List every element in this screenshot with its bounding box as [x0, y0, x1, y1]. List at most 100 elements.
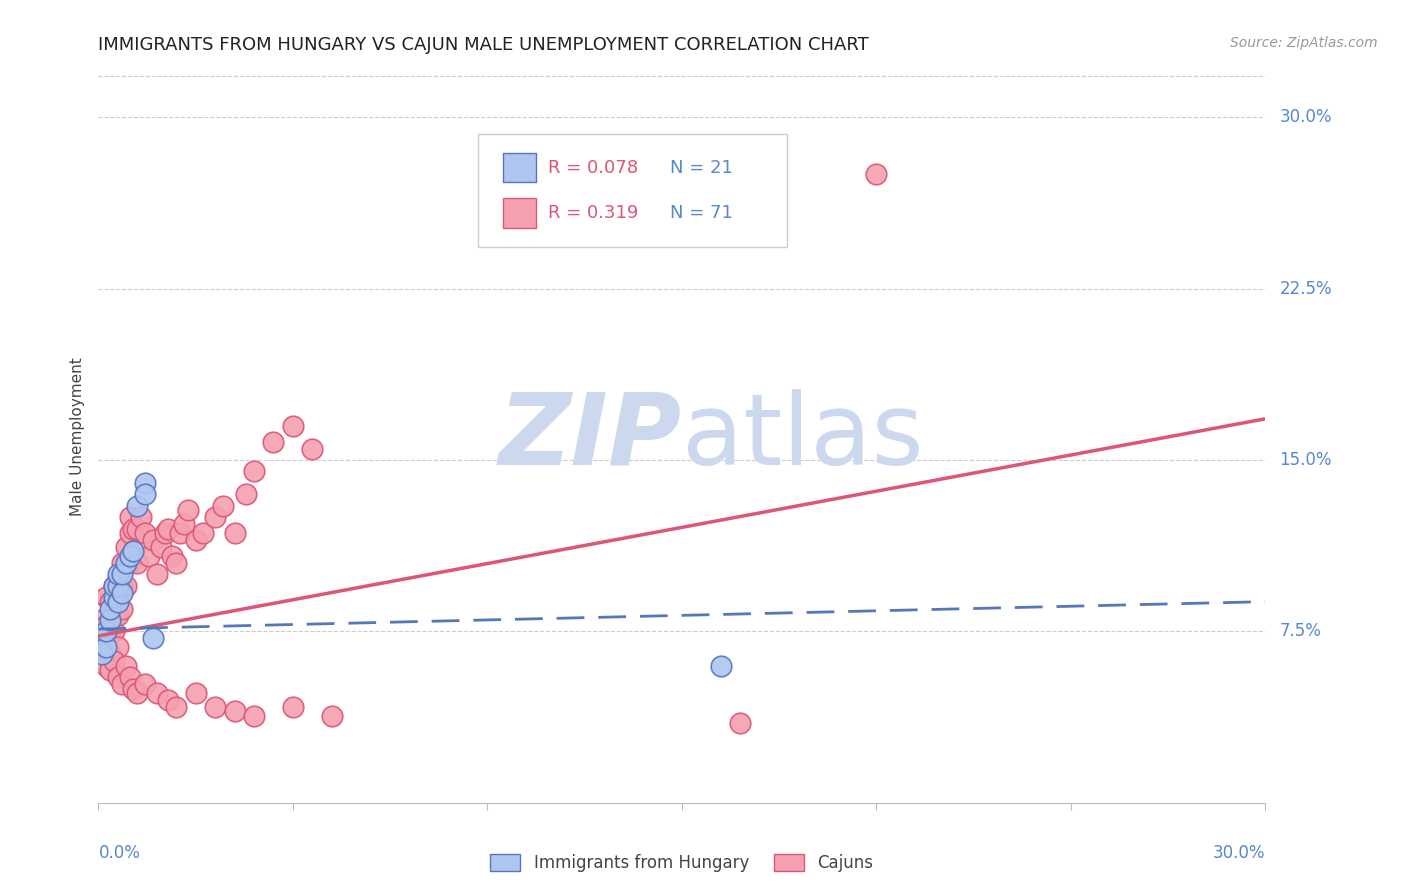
Point: [157, 693, 180, 707]
Point: [165, 556, 187, 570]
Point: [243, 709, 266, 723]
Point: [122, 681, 145, 696]
Point: [146, 686, 169, 700]
Point: [165, 699, 187, 714]
Point: [235, 487, 257, 501]
FancyBboxPatch shape: [478, 134, 787, 247]
Text: atlas: atlas: [682, 389, 924, 485]
Text: 15.0%: 15.0%: [1279, 451, 1331, 469]
Point: [301, 442, 323, 456]
Point: [118, 526, 141, 541]
Point: [224, 526, 246, 541]
Point: [157, 521, 180, 535]
Text: R = 0.078: R = 0.078: [548, 159, 638, 177]
Point: [96, 658, 118, 673]
Point: [96, 640, 118, 655]
Point: [865, 167, 887, 181]
Point: [91, 613, 114, 627]
Point: [169, 526, 191, 541]
Point: [149, 540, 172, 554]
Point: [107, 608, 129, 623]
Bar: [503, 153, 536, 182]
Point: [153, 526, 176, 541]
Point: [91, 647, 114, 661]
Point: [118, 556, 141, 570]
Point: [103, 654, 125, 668]
Point: [98, 594, 121, 608]
Point: [129, 510, 152, 524]
Point: [262, 434, 284, 449]
Point: [103, 579, 125, 593]
Point: [224, 705, 246, 719]
Point: [118, 670, 141, 684]
Point: [91, 632, 114, 646]
Point: [111, 585, 134, 599]
Point: [142, 533, 165, 547]
Point: [122, 544, 145, 558]
Point: [212, 499, 235, 513]
Point: [98, 663, 121, 677]
Point: [134, 526, 156, 541]
Point: [103, 594, 125, 608]
Point: [127, 499, 149, 513]
Point: [107, 572, 129, 586]
Point: [173, 516, 195, 531]
Point: [118, 549, 141, 563]
Point: [103, 579, 125, 593]
Text: N = 21: N = 21: [671, 159, 733, 177]
Point: [107, 670, 129, 684]
Point: [96, 590, 118, 604]
Point: [98, 624, 121, 639]
Point: [103, 590, 125, 604]
Text: 7.5%: 7.5%: [1279, 623, 1322, 640]
Text: N = 71: N = 71: [671, 204, 733, 222]
Text: Source: ZipAtlas.com: Source: ZipAtlas.com: [1230, 36, 1378, 50]
Point: [91, 647, 114, 661]
Point: [127, 686, 149, 700]
Point: [184, 686, 207, 700]
Point: [103, 624, 125, 639]
Point: [142, 632, 165, 646]
Point: [243, 464, 266, 478]
Point: [91, 632, 114, 646]
Point: [184, 533, 207, 547]
Point: [118, 510, 141, 524]
Point: [710, 658, 733, 673]
Legend: Immigrants from Hungary, Cajuns: Immigrants from Hungary, Cajuns: [484, 847, 880, 879]
Point: [107, 594, 129, 608]
Point: [98, 647, 121, 661]
Point: [111, 567, 134, 582]
Point: [122, 521, 145, 535]
Point: [107, 567, 129, 582]
Text: 0.0%: 0.0%: [98, 845, 141, 863]
Point: [122, 544, 145, 558]
Point: [162, 549, 184, 563]
Point: [111, 556, 134, 570]
Bar: [503, 198, 536, 227]
Point: [146, 567, 169, 582]
Point: [96, 640, 118, 655]
Point: [321, 709, 343, 723]
Point: [111, 579, 134, 593]
Point: [193, 526, 215, 541]
Point: [127, 521, 149, 535]
Point: [111, 677, 134, 691]
Text: 22.5%: 22.5%: [1279, 279, 1331, 298]
Text: ZIP: ZIP: [499, 389, 682, 485]
Text: 30.0%: 30.0%: [1213, 845, 1265, 863]
Point: [114, 658, 136, 673]
Point: [114, 540, 136, 554]
Point: [134, 475, 156, 490]
Point: [96, 624, 118, 639]
Point: [107, 579, 129, 593]
Point: [204, 510, 226, 524]
Point: [138, 549, 160, 563]
Y-axis label: Male Unemployment: Male Unemployment: [69, 358, 84, 516]
Point: [730, 715, 752, 730]
Text: R = 0.319: R = 0.319: [548, 204, 638, 222]
Point: [96, 617, 118, 632]
Point: [204, 699, 226, 714]
Point: [134, 487, 156, 501]
Text: 30.0%: 30.0%: [1279, 108, 1331, 126]
Point: [98, 601, 121, 615]
